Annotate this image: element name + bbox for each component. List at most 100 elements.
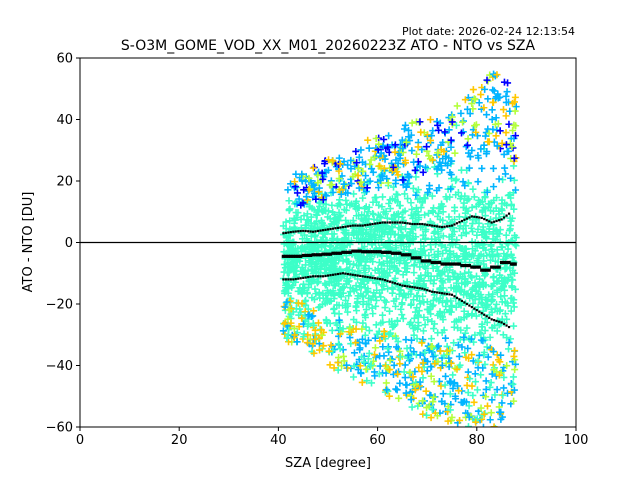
scatter-point (400, 125, 408, 133)
mean-marker (368, 250, 372, 254)
scatter-point (324, 207, 332, 215)
scatter-point (493, 307, 501, 315)
scatter-point (384, 143, 392, 151)
sigma-marker (488, 220, 491, 223)
scatter-point (496, 271, 504, 279)
scatter-point (491, 257, 499, 265)
sigma-marker (426, 223, 429, 226)
scatter-point (343, 200, 351, 208)
scatter-point (339, 257, 347, 265)
sigma-marker (289, 278, 292, 281)
scatter-point (342, 196, 350, 204)
scatter-point (378, 203, 386, 211)
scatter-point (279, 327, 287, 335)
scatter-point (430, 325, 438, 333)
scatter-point (297, 201, 305, 209)
scatter-point (465, 402, 473, 410)
scatter-point (489, 98, 497, 106)
scatter-point (412, 233, 420, 241)
sigma-marker (475, 309, 478, 312)
scatter-point (392, 302, 400, 310)
scatter-point (488, 106, 496, 114)
scatter-point (379, 311, 387, 319)
scatter-point (293, 189, 301, 197)
scatter-point (360, 243, 368, 251)
scatter-point (482, 393, 490, 401)
scatter-point (305, 174, 313, 182)
scatter-point (365, 265, 373, 273)
scatter-point (388, 159, 396, 167)
scatter-point (483, 76, 491, 84)
scatter-point (464, 290, 472, 298)
scatter-point (352, 325, 360, 333)
scatter-point (384, 179, 392, 187)
scatter-point (460, 307, 468, 315)
x-tick-label: 60 (369, 433, 386, 448)
scatter-point (374, 330, 382, 338)
sigma-marker (304, 276, 307, 279)
scatter-point (470, 398, 478, 406)
sigma-marker (294, 230, 297, 233)
sigma-marker (403, 284, 406, 288)
scatter-point (469, 86, 477, 94)
scatter-point (508, 214, 516, 222)
mean-marker (371, 250, 375, 254)
scatter-point (304, 217, 312, 225)
scatter-point (326, 246, 334, 254)
scatter-point (410, 348, 418, 356)
sigma-marker (490, 318, 493, 321)
sigma-marker (463, 218, 466, 221)
scatter-point (509, 380, 517, 388)
scatter-point (480, 203, 488, 211)
scatter-point (427, 414, 435, 422)
scatter-point (331, 309, 339, 317)
scatter-point (346, 334, 354, 342)
scatter-point (478, 164, 486, 172)
scatter-point (474, 357, 482, 365)
scatter-point (280, 320, 288, 328)
scatter-point (473, 415, 481, 423)
scatter-point (472, 283, 480, 291)
scatter-point (414, 325, 422, 333)
x-tick-label: 40 (270, 433, 287, 448)
scatter-point (426, 218, 434, 226)
scatter-point (427, 132, 435, 140)
scatter-point (409, 215, 417, 223)
scatter-point (446, 308, 454, 316)
scatter-point (495, 371, 503, 379)
sigma-marker (408, 285, 411, 288)
scatter-point (492, 114, 500, 122)
scatter-point (347, 156, 355, 164)
scatter-point (300, 212, 308, 220)
mean-marker (348, 250, 352, 254)
scatter-point (336, 274, 344, 282)
scatter-point (489, 348, 497, 356)
scatter-point (474, 154, 482, 162)
sigma-marker (421, 287, 424, 290)
scatter-point (464, 344, 472, 352)
sigma-marker (413, 222, 416, 226)
scatter-point (421, 235, 429, 243)
scatter-point (283, 334, 291, 342)
scatter-point (465, 195, 473, 203)
y-tick-label: −40 (46, 359, 73, 374)
scatter-point (500, 373, 508, 381)
scatter-point (419, 168, 427, 176)
scatter-point (357, 283, 365, 291)
scatter-point (448, 118, 456, 126)
mean-marker (309, 253, 313, 258)
sigma-marker (440, 226, 444, 229)
x-tick-label: 80 (469, 433, 486, 448)
scatter-point (507, 251, 515, 259)
scatter-point (428, 302, 436, 310)
y-tick-label: 60 (56, 52, 73, 67)
mean-marker (413, 256, 417, 260)
scatter-point (437, 347, 445, 355)
scatter-point (434, 121, 442, 129)
scatter-point (416, 195, 424, 203)
scatter-point (401, 374, 409, 382)
scatter-point (317, 257, 325, 265)
scatter-point (314, 171, 322, 179)
mean-marker (291, 254, 295, 258)
sigma-marker (374, 222, 377, 225)
